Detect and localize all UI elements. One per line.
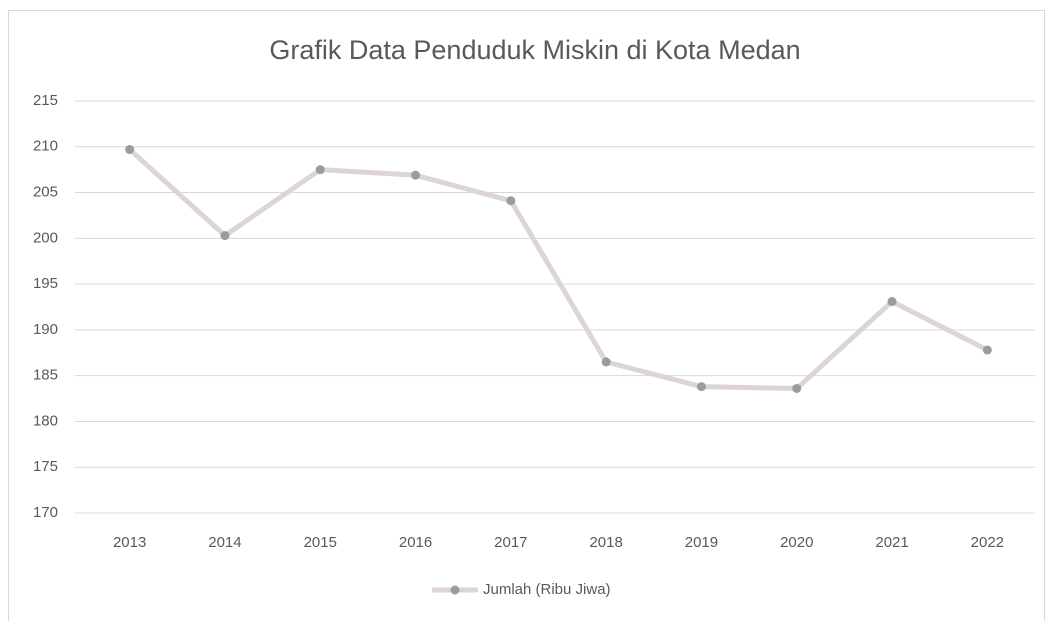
- data-point: [601, 357, 611, 367]
- x-tick-label: 2021: [875, 534, 908, 551]
- y-tick-label: 200: [33, 229, 58, 246]
- data-point: [315, 165, 325, 175]
- x-tick-label: 2019: [685, 534, 718, 551]
- data-point: [506, 196, 516, 206]
- data-point: [887, 297, 897, 307]
- x-tick-label: 2016: [399, 534, 432, 551]
- x-tick-label: 2017: [494, 534, 527, 551]
- x-tick-label: 2013: [113, 534, 146, 551]
- y-tick-label: 185: [33, 367, 58, 384]
- legend-label: Jumlah (Ribu Jiwa): [483, 581, 611, 598]
- data-point: [696, 382, 706, 392]
- x-tick-label: 2015: [304, 534, 337, 551]
- x-tick-label: 2020: [780, 534, 813, 551]
- data-point: [220, 231, 230, 241]
- y-tick-label: 190: [33, 321, 58, 338]
- y-tick-label: 180: [33, 412, 58, 429]
- chart-title: Grafik Data Penduduk Miskin di Kota Meda…: [269, 35, 800, 65]
- y-tick-label: 205: [33, 184, 58, 201]
- y-tick-label: 215: [33, 92, 58, 109]
- x-tick-label: 2022: [971, 534, 1004, 551]
- y-tick-label: 195: [33, 275, 58, 292]
- legend-marker: [450, 585, 460, 595]
- chart-frame: [8, 10, 1045, 621]
- x-tick-label: 2014: [208, 534, 241, 551]
- data-point: [982, 345, 992, 355]
- data-point: [125, 145, 135, 155]
- y-tick-label: 210: [33, 138, 58, 155]
- x-tick-label: 2018: [589, 534, 622, 551]
- series-line: [127, 147, 989, 391]
- y-tick-label: 175: [33, 458, 58, 475]
- y-tick-label: 170: [33, 504, 58, 521]
- data-point: [411, 170, 421, 180]
- data-point: [792, 383, 802, 393]
